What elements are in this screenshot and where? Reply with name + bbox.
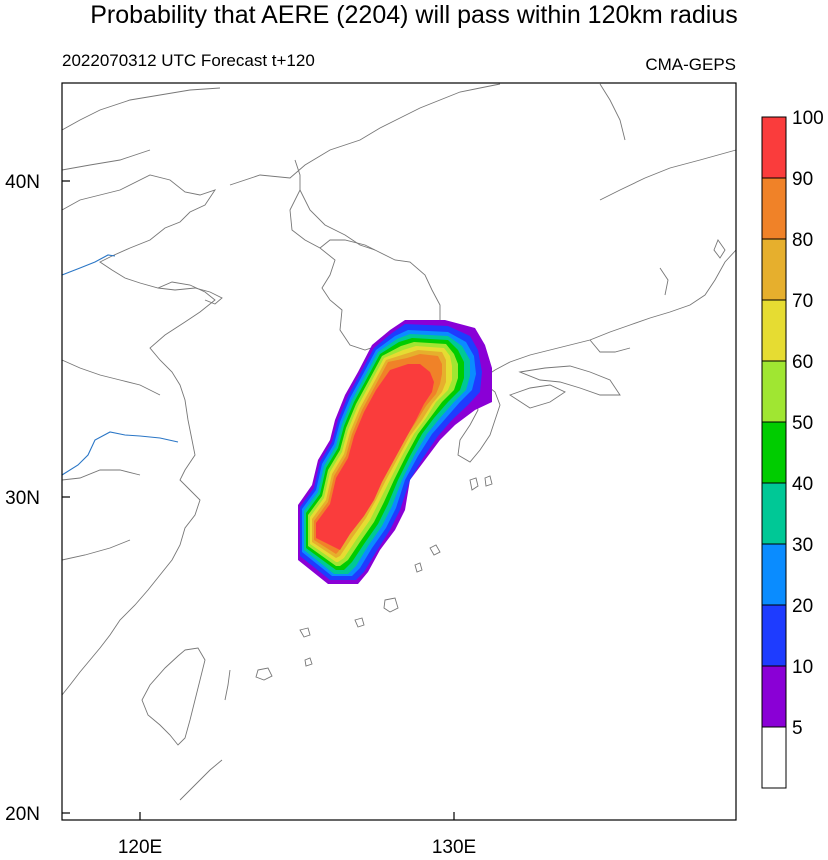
lat-tick-label: 20N — [5, 804, 40, 825]
lat-tick-label: 30N — [5, 488, 40, 509]
colorbar-level-label: 80 — [792, 230, 813, 251]
map-panel — [61, 82, 737, 821]
colorbar-band — [761, 604, 787, 667]
colorbar-level-label: 10 — [792, 657, 813, 678]
map-frame — [61, 82, 737, 821]
forecast-time-label: 2022070312 UTC Forecast t+120 — [62, 51, 315, 70]
colorbar-band-below-min — [761, 726, 787, 789]
rivers — [61, 254, 179, 476]
colorbar-level-label: 40 — [792, 474, 813, 495]
colorbar-level-label: 50 — [792, 413, 813, 434]
colorbar-level-label: 20 — [792, 596, 813, 617]
colorbar-level-label: 60 — [792, 352, 813, 373]
colorbar: 5 10 20 30 40 50 60 70 80 90 100 — [761, 108, 824, 789]
lat-tick-label: 40N — [5, 172, 40, 193]
probability-swath — [298, 320, 492, 584]
colorbar-level-label: 5 — [792, 718, 803, 739]
model-name-label: CMA-GEPS — [645, 55, 736, 74]
colorbar-band — [761, 360, 787, 423]
colorbar-band — [761, 299, 787, 362]
lon-tick-label: 120E — [118, 837, 162, 858]
colorbar-band — [761, 116, 787, 179]
colorbar-band — [761, 543, 787, 606]
colorbar-level-label: 70 — [792, 291, 813, 312]
colorbar-level-label: 100 — [792, 108, 824, 129]
colorbar-band — [761, 238, 787, 301]
colorbar-band — [761, 177, 787, 240]
colorbar-band — [761, 421, 787, 484]
colorbar-level-label: 90 — [792, 169, 813, 190]
latitude-axis: 40N 30N 20N — [5, 172, 70, 825]
colorbar-band — [761, 665, 787, 728]
swath-90 — [316, 364, 434, 550]
coastlines — [61, 83, 737, 801]
colorbar-band — [761, 482, 787, 545]
lon-tick-label: 130E — [432, 837, 476, 858]
colorbar-level-label: 30 — [792, 535, 813, 556]
longitude-axis: 120E 130E — [118, 812, 476, 858]
map-title: Probability that AERE (2204) will pass w… — [90, 1, 738, 29]
